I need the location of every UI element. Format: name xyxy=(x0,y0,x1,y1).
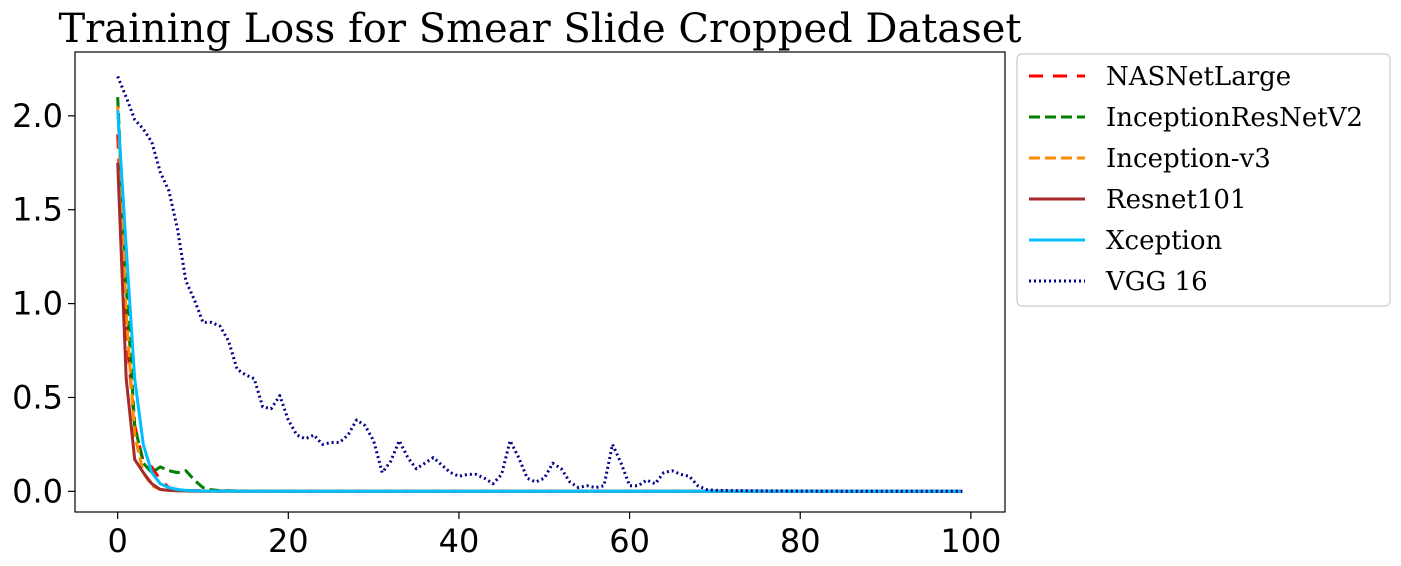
x-tick-label: 40 xyxy=(439,522,480,560)
x-tick-label: 20 xyxy=(268,522,309,560)
legend: NASNetLarge InceptionResNetV2 Inception-v3… xyxy=(1016,53,1391,307)
axes-frame xyxy=(74,51,1006,513)
legend-label: NASNetLarge xyxy=(1106,62,1291,92)
chart-title: Training Loss for Smear Slide Cropped Da… xyxy=(58,6,1021,52)
legend-label: Inception-v3 xyxy=(1106,144,1271,174)
legend-box xyxy=(1016,53,1391,307)
legend-label: VGG 16 xyxy=(1105,267,1208,297)
y-tick-label: 1.5 xyxy=(12,191,63,229)
x-tick-label: 60 xyxy=(609,522,650,560)
y-tick-label: 2.0 xyxy=(12,97,63,135)
legend-label: Resnet101 xyxy=(1106,185,1247,215)
y-tick-label: 0.0 xyxy=(12,472,63,510)
y-tick-label: 0.5 xyxy=(12,378,63,416)
y-tick-label: 1.0 xyxy=(12,285,63,323)
x-tick-label: 100 xyxy=(940,522,1001,560)
series-line-xception xyxy=(116,110,963,493)
legend-label: InceptionResNetV2 xyxy=(1106,103,1363,133)
x-tick-label: 0 xyxy=(107,522,127,560)
legend-label: Xception xyxy=(1106,226,1223,256)
plot-area: 0 20 40 60 80 100 0.0 0.5 1.0 1.5 2.0 xyxy=(12,51,1006,560)
x-tick-label: 80 xyxy=(780,522,821,560)
